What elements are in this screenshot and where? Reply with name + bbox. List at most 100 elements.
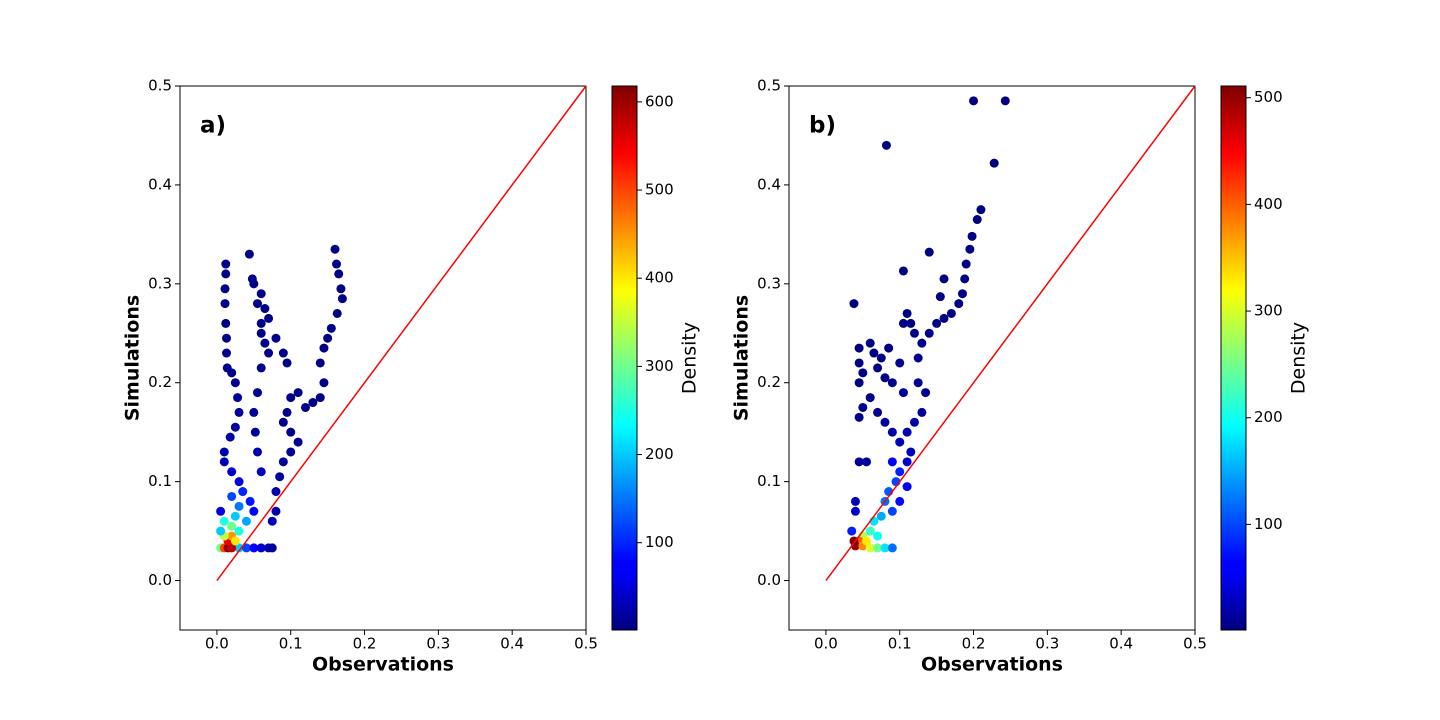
- colorbar-label: Density: [679, 322, 701, 394]
- point: [887, 457, 897, 467]
- panel: 0.0 0.1 0.2 0.3 0.4 0.5 0.0 0.1 0.2 0.3 0.4 0.5 b) Ob…: [731, 77, 1310, 676]
- x-tick-label: 0.0: [814, 635, 838, 653]
- point: [221, 318, 231, 328]
- point: [854, 378, 864, 388]
- y-tick-label: 0.3: [148, 274, 172, 292]
- point: [253, 388, 263, 398]
- point: [225, 432, 235, 442]
- point: [245, 496, 255, 506]
- point: [854, 358, 864, 368]
- point: [873, 363, 883, 373]
- point: [264, 313, 274, 323]
- x-tick-label: 0.2: [353, 635, 377, 653]
- point: [1000, 96, 1010, 106]
- point: [278, 457, 288, 467]
- y-tick-label: 0.0: [757, 571, 781, 589]
- x-tick-label: 0.5: [574, 635, 598, 653]
- point: [326, 323, 336, 333]
- point: [865, 393, 875, 403]
- point: [880, 373, 890, 383]
- point: [854, 457, 864, 467]
- point: [256, 289, 266, 299]
- point: [315, 358, 325, 368]
- x-tick-label: 0.4: [500, 635, 524, 653]
- point: [216, 526, 226, 536]
- point: [230, 378, 240, 388]
- point: [976, 205, 986, 215]
- point: [898, 266, 908, 276]
- point: [278, 348, 288, 358]
- point: [909, 328, 919, 338]
- point: [221, 269, 231, 279]
- point: [924, 328, 934, 338]
- point: [913, 378, 923, 388]
- point: [989, 158, 999, 168]
- point: [219, 457, 229, 467]
- point: [865, 338, 875, 348]
- point: [917, 338, 927, 348]
- point: [939, 274, 949, 284]
- point: [858, 402, 868, 412]
- y-tick-label: 0.4: [757, 175, 781, 193]
- y-axis-label: Simulations: [731, 295, 753, 421]
- y-axis-label: Simulations: [122, 295, 144, 421]
- point: [234, 543, 244, 553]
- point: [331, 259, 341, 269]
- point: [230, 422, 240, 432]
- point: [898, 388, 908, 398]
- point: [271, 487, 281, 497]
- point: [234, 477, 244, 487]
- point: [880, 417, 890, 427]
- y-tick-label: 0.3: [757, 274, 781, 292]
- colorbar-label: Density: [1288, 322, 1310, 394]
- point: [935, 292, 945, 302]
- point: [862, 457, 872, 467]
- point: [234, 526, 244, 536]
- point: [972, 215, 982, 225]
- point: [278, 417, 288, 427]
- point: [884, 343, 894, 353]
- point: [271, 506, 281, 516]
- point: [315, 393, 325, 403]
- point: [286, 427, 296, 437]
- y-tick-label: 0.4: [148, 175, 172, 193]
- point: [264, 348, 274, 358]
- point: [220, 284, 230, 294]
- point: [850, 496, 860, 506]
- point: [913, 353, 923, 363]
- point: [275, 472, 285, 482]
- point: [219, 516, 229, 526]
- colorbar-tick-label: 200: [1254, 408, 1283, 426]
- point: [256, 543, 266, 553]
- point: [924, 247, 934, 257]
- point: [234, 407, 244, 417]
- point: [906, 318, 916, 328]
- point: [895, 437, 905, 447]
- point: [902, 457, 912, 467]
- point: [854, 343, 864, 353]
- point: [909, 417, 919, 427]
- point: [330, 244, 340, 254]
- x-tick-label: 0.4: [1109, 635, 1133, 653]
- point: [282, 358, 292, 368]
- colorbar-tick-label: 400: [645, 269, 674, 287]
- panel-label: a): [200, 113, 226, 139]
- point: [969, 96, 979, 106]
- point: [249, 543, 259, 553]
- point: [250, 427, 260, 437]
- colorbar: [1220, 85, 1247, 631]
- point: [873, 531, 883, 541]
- point: [260, 304, 270, 314]
- point: [244, 249, 254, 259]
- point: [898, 318, 908, 328]
- point: [334, 269, 344, 279]
- y-tick-label: 0.1: [148, 472, 172, 490]
- point: [895, 358, 905, 368]
- point: [876, 511, 886, 521]
- colorbar-tick-label: 400: [1254, 195, 1283, 213]
- colorbar-tick-label: 100: [645, 533, 674, 551]
- point: [249, 407, 259, 417]
- point: [961, 259, 971, 269]
- colorbar-tick-label: 300: [645, 357, 674, 375]
- point: [293, 388, 303, 398]
